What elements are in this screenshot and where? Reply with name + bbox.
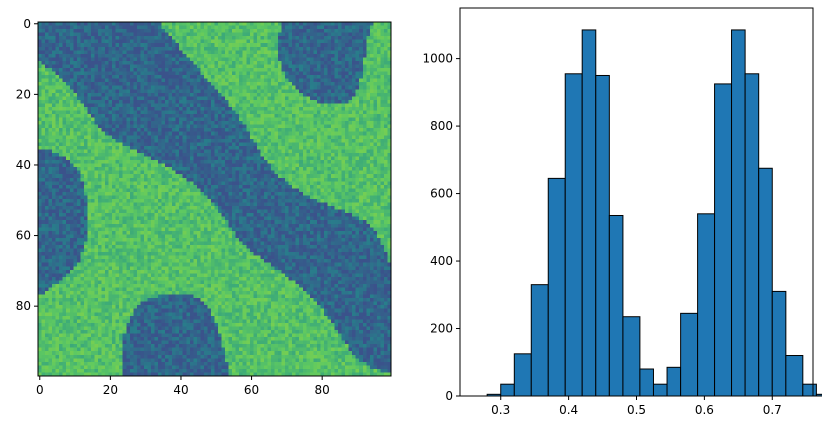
histogram-bar (622, 316, 641, 397)
histogram-bar (608, 214, 624, 397)
histogram-bar (744, 73, 760, 397)
histogram-y-tick-label: 800 (430, 119, 453, 133)
heatmap-y-tick-label: 40 (16, 158, 31, 172)
histogram-bar (697, 213, 716, 397)
heatmap-panel: 0 20 40 60 80 0 20 40 60 80 (16, 17, 392, 397)
histogram-bar (564, 73, 583, 397)
heatmap-x-tick-label: 80 (315, 383, 330, 397)
histogram-x-axis: 0.3 0.4 0.5 0.6 0.7 (491, 396, 782, 417)
heatmap-y-tick-label: 0 (23, 17, 31, 31)
histogram-bar (652, 383, 668, 397)
heatmap-y-tick-label: 20 (16, 87, 31, 101)
histogram-bar (815, 393, 822, 397)
histogram-x-tick-label: 0.4 (559, 403, 578, 417)
histogram-bar (680, 312, 699, 397)
histogram-bar (666, 366, 682, 397)
histogram-bar (802, 383, 817, 397)
heatmap-y-tick-label: 60 (16, 229, 31, 243)
histogram-bar (595, 74, 610, 397)
histogram-bar (530, 284, 549, 397)
histogram-bar (785, 355, 804, 397)
histogram-bar (771, 290, 787, 397)
histogram-y-tick-label: 0 (445, 389, 453, 403)
histogram-y-tick-label: 200 (430, 322, 453, 336)
histogram-x-tick-label: 0.6 (695, 403, 714, 417)
histogram-bar (639, 368, 654, 397)
histogram-y-tick-label: 400 (430, 254, 453, 268)
heatmap-frame (37, 21, 392, 377)
histogram-bars (486, 29, 822, 397)
histogram-y-tick-label: 1000 (422, 52, 453, 66)
heatmap-image (38, 22, 391, 376)
histogram-x-tick-label: 0.7 (763, 403, 782, 417)
histogram-bar (714, 83, 733, 397)
histogram-x-tick-label: 0.3 (491, 403, 510, 417)
histogram-x-tick-label: 0.5 (627, 403, 646, 417)
heatmap-x-tick-label: 20 (103, 383, 118, 397)
histogram-y-tick-label: 600 (430, 187, 453, 201)
histogram-bar (500, 383, 515, 397)
heatmap-x-axis: 0 20 40 60 80 (36, 376, 330, 397)
heatmap-x-tick-label: 0 (36, 383, 44, 397)
histogram-bar (581, 29, 597, 397)
histogram-bar (731, 29, 746, 397)
histogram-panel: 0.3 0.4 0.5 0.6 0.7 0 200 400 600 800 1000 (422, 7, 822, 417)
histogram-bar (547, 177, 566, 397)
histogram-y-axis: 0 200 400 600 800 1000 (422, 52, 460, 403)
heatmap-x-tick-label: 60 (244, 383, 259, 397)
heatmap-y-tick-label: 80 (16, 299, 31, 313)
heatmap-x-tick-label: 40 (173, 383, 188, 397)
histogram-bar (758, 167, 773, 397)
histogram-bar (513, 353, 532, 397)
heatmap-y-axis: 0 20 40 60 80 (16, 17, 38, 313)
